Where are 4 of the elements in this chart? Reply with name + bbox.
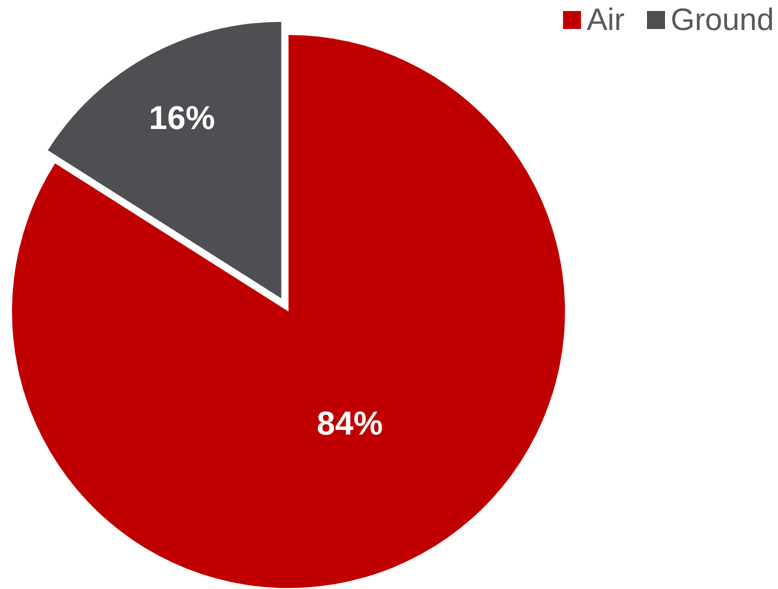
data-label: 16% — [148, 99, 215, 136]
data-label: 84% — [316, 404, 383, 442]
legend-label: Air — [586, 2, 625, 38]
legend-label: Ground — [670, 2, 774, 38]
